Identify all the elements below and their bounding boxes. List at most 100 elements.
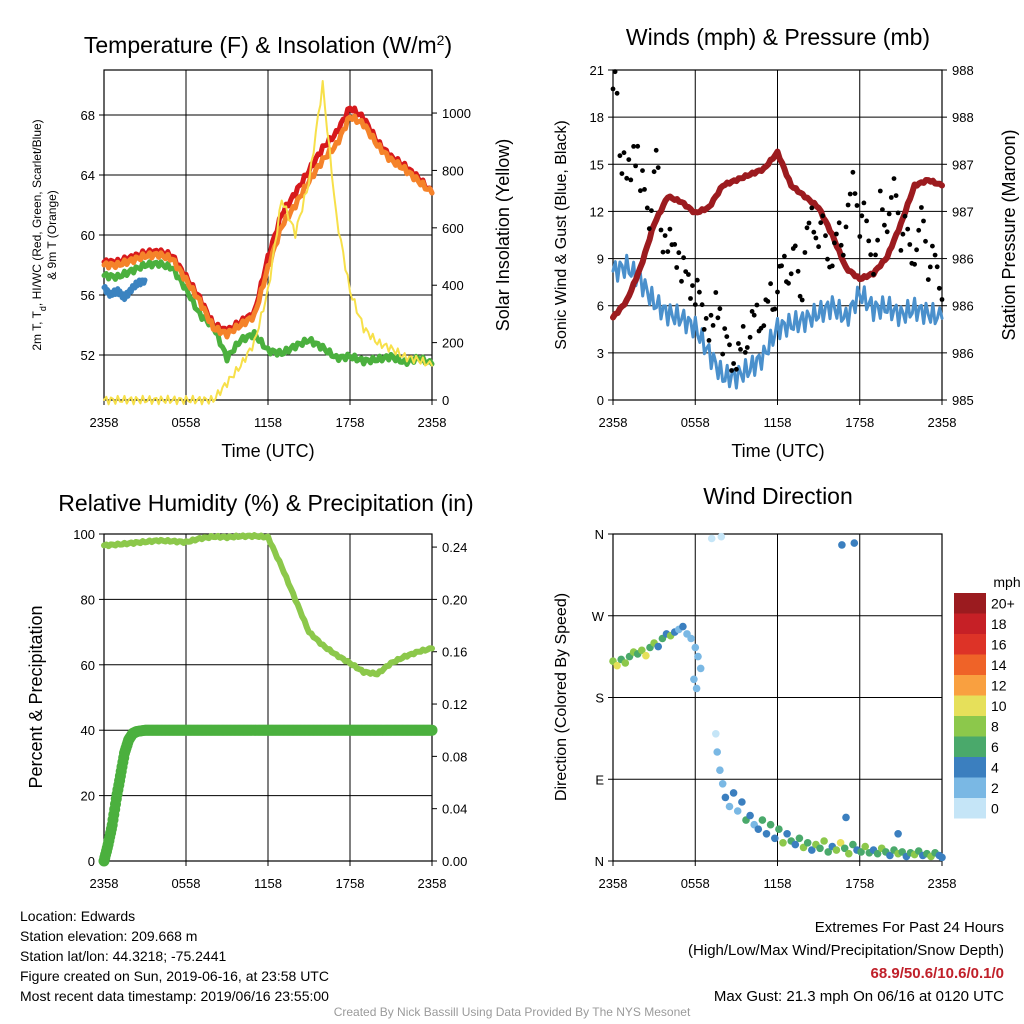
gust-point (905, 226, 911, 232)
direction-point (779, 839, 787, 847)
y-tick-label: 68 (81, 108, 95, 123)
gust-point (697, 289, 702, 295)
gust-point (633, 163, 638, 169)
elevation-text: Station elevation: 209.668 m (20, 928, 198, 944)
legend-swatch (954, 675, 986, 696)
gust-point (900, 231, 906, 237)
gust-point (923, 238, 928, 244)
y2-tick-label: 987 (952, 204, 974, 219)
direction-point (687, 634, 695, 643)
y-tick-label: 3 (597, 346, 604, 361)
legend-label: 2 (991, 780, 999, 796)
direction-point (758, 816, 767, 824)
gust-point (893, 193, 899, 199)
gust-point (779, 263, 784, 269)
x-tick-label: 0558 (681, 876, 710, 891)
gust-point (925, 277, 931, 282)
gust-point (624, 175, 630, 181)
legend-swatch (954, 736, 986, 757)
y-tick-label: 40 (81, 723, 95, 738)
legend-swatch (954, 613, 986, 634)
gust-point (703, 316, 709, 321)
direction-point (692, 684, 701, 693)
temperature-title: Temperature (F) & Insolation (W/m2) (84, 32, 452, 58)
direction-point (838, 541, 846, 549)
gust-point (799, 297, 805, 303)
gust-point (936, 285, 942, 291)
gust-point (772, 306, 778, 312)
x-tick-label: 1158 (254, 876, 282, 891)
gust-point (802, 250, 808, 255)
gust-point (701, 327, 707, 332)
gust-point (809, 205, 815, 211)
gust-point (699, 302, 705, 308)
gust-point (646, 226, 652, 232)
temperature-ylabel-2: & 9m T (Orange) (45, 190, 59, 280)
gust-point (857, 234, 863, 239)
y-tick-label: E (595, 772, 604, 787)
gust-point (850, 169, 856, 175)
direction-point (808, 846, 816, 854)
gust-point (859, 213, 865, 219)
direction-point (729, 789, 738, 797)
gust-point (686, 272, 691, 277)
ylabel-part: , HI/WC (Red, Green, Scarlet/Blue) (30, 119, 44, 306)
y2-tick-label: 988 (952, 110, 974, 125)
gust-point (907, 242, 913, 247)
gust-point (854, 203, 860, 208)
temperature-series-1 (101, 259, 435, 367)
extremes-title: Extremes For Past 24 Hours (814, 919, 1004, 936)
legend-swatch (954, 695, 986, 716)
gust-point (621, 150, 627, 156)
y-tick-label: 15 (590, 157, 604, 172)
gust-point (628, 177, 634, 183)
gust-point (612, 69, 618, 75)
winds-x-ticks: 2358 0558 1158 1758 2358 (599, 400, 956, 430)
direction-point (642, 651, 650, 660)
direction-point (850, 539, 859, 547)
gust-point (880, 207, 885, 213)
direction-point (816, 844, 824, 853)
gust-point (626, 157, 632, 163)
y-tick-label: 100 (73, 527, 95, 542)
y2-tick-label: 986 (952, 252, 974, 267)
gust-point (731, 361, 736, 366)
y2-tick-label: 0.08 (442, 749, 467, 764)
gust-point (722, 326, 728, 331)
direction-point (861, 842, 869, 851)
gust-point (818, 220, 824, 226)
direction-point (691, 643, 700, 652)
y2-tick-label: 800 (442, 163, 464, 178)
direction-point (820, 837, 828, 845)
gust-point (829, 263, 835, 269)
gust-point (747, 334, 753, 340)
x-tick-label: 2358 (90, 415, 119, 430)
gust-point (820, 213, 826, 219)
y2-tick-label: 0.04 (442, 802, 467, 817)
extremes-panel: Extremes For Past 24 Hours (High/Low/Max… (688, 916, 1004, 1008)
gust-point (768, 281, 773, 287)
direction-point (717, 532, 726, 541)
gust-point (692, 302, 698, 307)
gust-point (751, 312, 757, 318)
pressure-ylabel: Station Pressure (Maroon) (999, 129, 1019, 340)
gust-point (834, 231, 839, 237)
gust-points (610, 69, 945, 373)
gust-point (740, 324, 746, 329)
gust-point (919, 205, 924, 210)
gust-point (638, 188, 643, 194)
direction-point (713, 748, 721, 756)
humidity-series (101, 532, 435, 678)
legend-label: 6 (991, 739, 999, 755)
direction-point (766, 820, 775, 829)
humidity-x-ticks: 2358 0558 1158 1758 2358 (90, 861, 446, 891)
gust-point (672, 242, 678, 247)
x-tick-label: 2358 (90, 876, 119, 891)
credit-text: Created By Nick Bassill Using Data Provi… (333, 1005, 691, 1019)
y-tick-label: 0 (597, 393, 604, 408)
recent-text: Most recent data timestamp: 2019/06/16 2… (20, 988, 329, 1004)
x-tick-label: 1758 (336, 415, 365, 430)
gust-point (939, 297, 945, 302)
gust-point (642, 187, 647, 192)
gust-point (660, 249, 666, 255)
